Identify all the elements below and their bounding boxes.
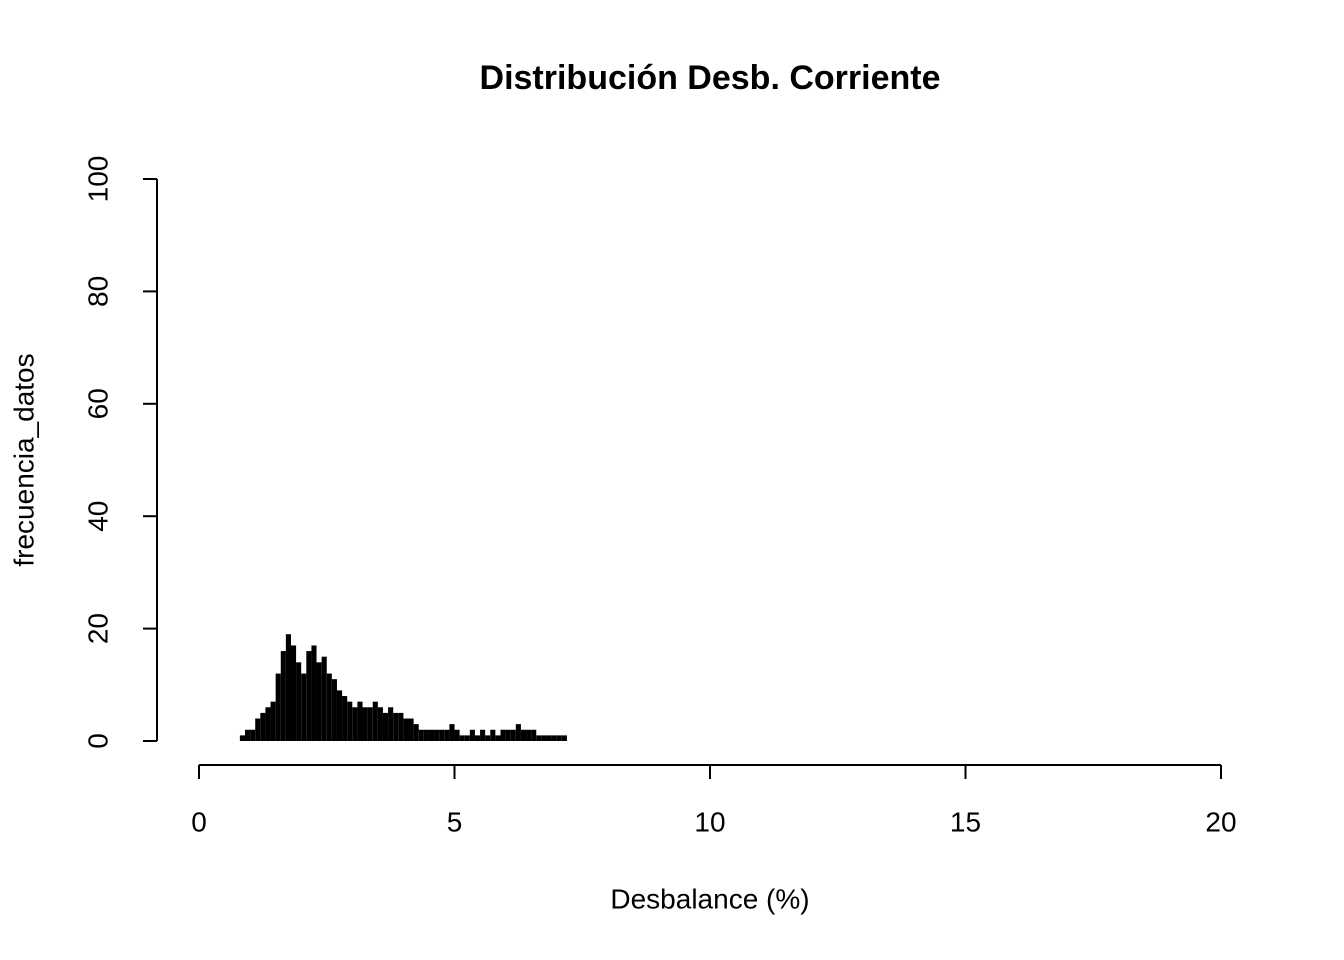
- bar: [372, 701, 378, 741]
- bar: [469, 729, 475, 741]
- bar: [500, 729, 506, 741]
- bar: [480, 729, 486, 741]
- y-tick-label: 60: [82, 388, 113, 419]
- bar: [434, 729, 440, 741]
- bar: [449, 724, 455, 741]
- bar: [255, 718, 261, 741]
- bar: [428, 729, 435, 741]
- bar: [347, 701, 353, 741]
- bar: [275, 673, 281, 741]
- bar: [393, 712, 399, 741]
- x-axis-title: Desbalance (%): [610, 883, 809, 914]
- bar: [377, 707, 383, 741]
- bar: [352, 707, 358, 741]
- bar: [265, 707, 271, 741]
- bar: [459, 735, 465, 741]
- bar: [280, 651, 286, 741]
- bar: [408, 718, 414, 741]
- bar: [362, 707, 368, 741]
- y-axis-title: frecuencia_datos: [8, 353, 39, 566]
- y-tick-label: 20: [82, 613, 113, 644]
- bar: [290, 645, 297, 741]
- x-tick-label: 15: [950, 806, 981, 837]
- bar: [357, 701, 363, 741]
- bar: [526, 729, 532, 741]
- bar: [536, 735, 542, 741]
- bar: [551, 735, 557, 741]
- bar: [474, 735, 481, 741]
- bar: [367, 707, 373, 741]
- bar: [285, 634, 291, 741]
- bar: [495, 735, 501, 741]
- bar: [239, 735, 245, 741]
- bar: [485, 735, 491, 741]
- y-tick-label: 40: [82, 501, 113, 532]
- bar: [331, 679, 337, 741]
- bar: [556, 735, 562, 741]
- bar: [546, 735, 552, 741]
- bar: [515, 724, 521, 741]
- bar: [520, 729, 527, 741]
- bar: [270, 701, 276, 741]
- bar: [316, 662, 322, 741]
- bar: [250, 729, 256, 741]
- bar: [444, 729, 450, 741]
- bar: [423, 729, 429, 741]
- bar: [398, 712, 404, 741]
- bar: [301, 673, 307, 741]
- bar: [244, 729, 251, 741]
- bar: [326, 673, 332, 741]
- x-tick-label: 20: [1205, 806, 1236, 837]
- y-tick-label: 0: [82, 733, 113, 749]
- y-tick-label: 100: [82, 156, 113, 203]
- bar: [382, 712, 389, 741]
- bar: [510, 729, 516, 741]
- x-tick-label: 10: [694, 806, 725, 837]
- bar: [336, 690, 343, 741]
- x-tick-label: 0: [191, 806, 207, 837]
- bar: [505, 729, 511, 741]
- bar: [418, 729, 424, 741]
- bar: [403, 718, 409, 741]
- bar: [260, 712, 266, 741]
- bar: [464, 735, 470, 741]
- bar: [296, 662, 302, 741]
- bar: [311, 645, 317, 741]
- x-tick-label: 5: [447, 806, 463, 837]
- bar: [561, 735, 567, 741]
- y-tick-label: 80: [82, 276, 113, 307]
- bar: [388, 707, 394, 741]
- bar: [306, 651, 312, 741]
- bar: [541, 735, 547, 741]
- bar: [439, 729, 445, 741]
- bar: [454, 729, 460, 741]
- bar: [490, 729, 496, 741]
- bar: [321, 656, 327, 741]
- bar: [413, 724, 419, 741]
- bar: [342, 696, 348, 741]
- chart-title: Distribución Desb. Corriente: [480, 59, 941, 97]
- bar: [531, 729, 537, 741]
